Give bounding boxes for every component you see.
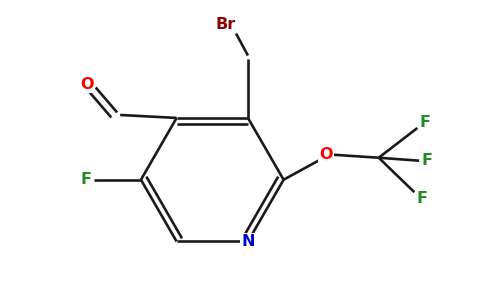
- Text: O: O: [319, 147, 333, 162]
- Text: F: F: [420, 115, 431, 130]
- Text: Br: Br: [215, 17, 236, 32]
- Text: F: F: [422, 153, 433, 168]
- Text: N: N: [241, 234, 255, 249]
- Text: F: F: [81, 172, 92, 187]
- Text: O: O: [81, 76, 94, 92]
- Text: F: F: [416, 191, 427, 206]
